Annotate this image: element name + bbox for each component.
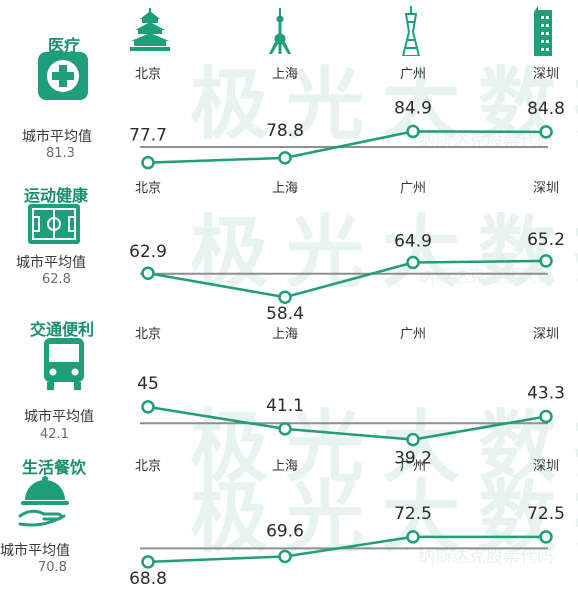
data-label: 78.8 xyxy=(266,121,304,141)
avg-label-transport: 城市平均值 xyxy=(24,409,94,425)
panel-title-transport: 交通便利 xyxy=(30,320,95,339)
data-point xyxy=(278,151,292,165)
canton-tower-icon xyxy=(401,6,421,56)
data-label: 84.9 xyxy=(394,98,432,118)
data-point xyxy=(278,290,292,304)
watermark-sub: 纳斯达克股票代码 xyxy=(418,547,554,567)
panel-title-medical: 医疗 xyxy=(48,36,81,55)
data-label: 41.1 xyxy=(266,396,304,416)
series-line xyxy=(147,259,547,299)
data-point xyxy=(141,555,155,569)
temple-of-heaven-icon xyxy=(130,8,170,51)
data-label: 68.8 xyxy=(129,569,167,589)
category-label: 上海 xyxy=(272,327,298,342)
data-label: 43.3 xyxy=(527,383,565,403)
data-label: 84.8 xyxy=(527,99,565,119)
category-label: 北京 xyxy=(135,67,161,82)
data-point xyxy=(141,400,155,414)
watermark-main: 极光大数据 xyxy=(190,403,578,493)
data-label: 62.9 xyxy=(129,242,167,262)
data-label: 69.6 xyxy=(266,521,304,541)
data-label: 64.9 xyxy=(394,232,432,252)
series-line xyxy=(147,535,546,564)
category-label: 上海 xyxy=(272,67,298,82)
data-point xyxy=(141,266,155,280)
avg-value-sports: 62.8 xyxy=(42,272,71,287)
avg-label-dining: 城市平均值 xyxy=(0,543,70,559)
watermark-main: 极光大数据 xyxy=(190,208,578,298)
data-point xyxy=(406,432,420,447)
category-label: 广州 xyxy=(400,327,426,342)
data-point xyxy=(539,409,553,424)
data-point xyxy=(278,549,292,564)
avg-value-transport: 42.1 xyxy=(40,427,69,442)
category-label: 上海 xyxy=(272,459,298,474)
bus-icon xyxy=(44,338,84,390)
oriental-pearl-tower-icon xyxy=(269,8,291,54)
data-point xyxy=(406,255,420,270)
category-label: 北京 xyxy=(135,459,161,474)
category-label: 深圳 xyxy=(533,327,559,342)
sports-field-icon xyxy=(28,204,80,244)
avg-value-dining: 70.8 xyxy=(38,560,67,575)
medical-cross-icon xyxy=(38,52,88,100)
data-point xyxy=(539,125,553,139)
avg-value-medical: 81.3 xyxy=(46,146,75,161)
data-label: 65.2 xyxy=(527,230,565,250)
data-label: 58.4 xyxy=(266,304,304,324)
series-line xyxy=(147,130,547,164)
data-point xyxy=(141,155,155,170)
category-label: 广州 xyxy=(400,459,426,474)
data-point xyxy=(278,422,292,436)
data-point xyxy=(406,124,420,139)
data-label: 72.5 xyxy=(394,504,432,524)
category-label: 北京 xyxy=(135,327,161,342)
category-label: 广州 xyxy=(400,181,426,196)
category-label: 深圳 xyxy=(533,459,559,474)
avg-label-sports: 城市平均值 xyxy=(16,255,86,271)
watermark-sub: 纳斯达克股票代码 xyxy=(418,131,554,151)
category-label: 深圳 xyxy=(533,181,559,196)
watermark-sub: 纳斯达克股票代码 xyxy=(418,267,554,287)
data-label: 72.5 xyxy=(527,504,565,524)
category-label: 北京 xyxy=(135,181,161,196)
category-label: 深圳 xyxy=(533,67,559,82)
data-point xyxy=(406,530,420,544)
data-label: 45 xyxy=(137,374,159,394)
avg-label-medical: 城市平均值 xyxy=(22,129,92,145)
series-line xyxy=(147,405,547,441)
data-point xyxy=(539,254,553,268)
data-label: 39.2 xyxy=(394,449,432,469)
watermark-main: 极光大数据 xyxy=(190,60,578,150)
skyscraper-icon xyxy=(534,6,552,56)
category-label: 广州 xyxy=(400,67,426,82)
data-point xyxy=(539,530,553,544)
category-label: 上海 xyxy=(272,181,298,196)
panel-title-dining: 生活餐饮 xyxy=(22,458,87,477)
data-label: 77.7 xyxy=(129,126,167,146)
panel-title-sports: 运动健康 xyxy=(24,186,89,205)
food-cloche-icon xyxy=(18,476,69,527)
